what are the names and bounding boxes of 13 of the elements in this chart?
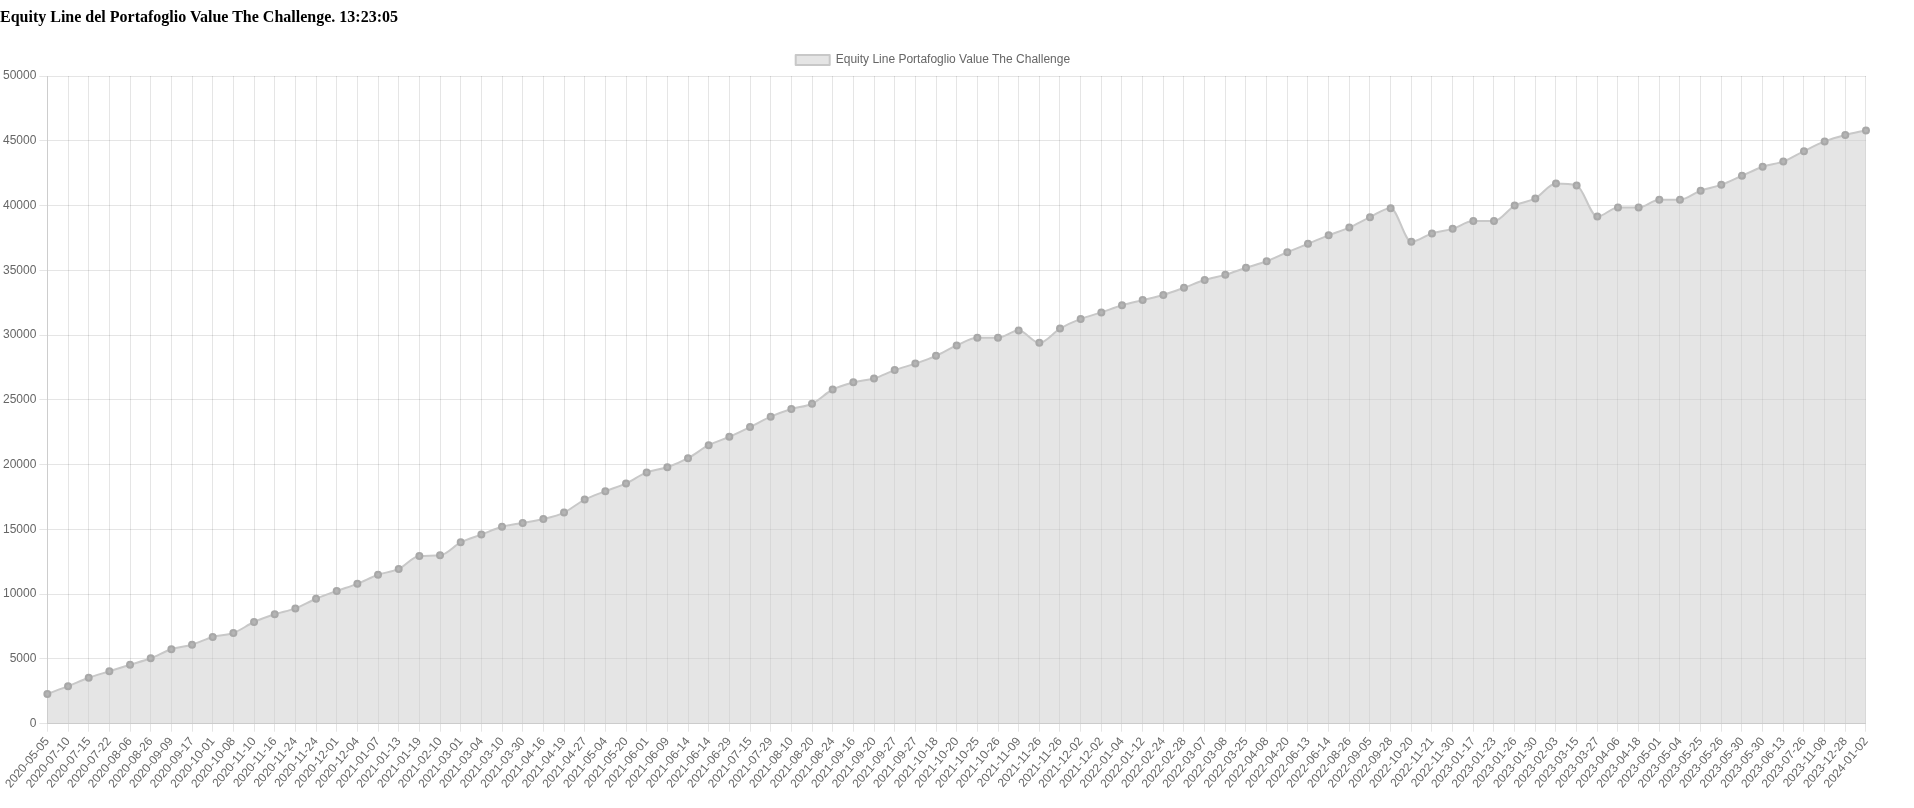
y-tick-label: 15000 [2,521,37,536]
y-tick-label: 40000 [2,197,37,212]
y-tick-label: 25000 [2,392,37,407]
chart-title: Equity Line del Portafoglio Value The Challenge. 13:23:05 [0,8,399,26]
y-tick-label: 45000 [2,133,37,148]
y-tick-label: 30000 [2,327,37,342]
y-tick-label: 20000 [2,456,37,471]
y-tick-label: 10000 [2,586,37,601]
legend-label: Equity Line Portafoglio Value The Challenge [835,52,1071,67]
y-tick-label: 50000 [2,68,37,83]
y-tick-label: 0 [29,716,37,731]
y-tick-label: 35000 [2,262,37,277]
y-tick-label: 5000 [9,651,37,666]
